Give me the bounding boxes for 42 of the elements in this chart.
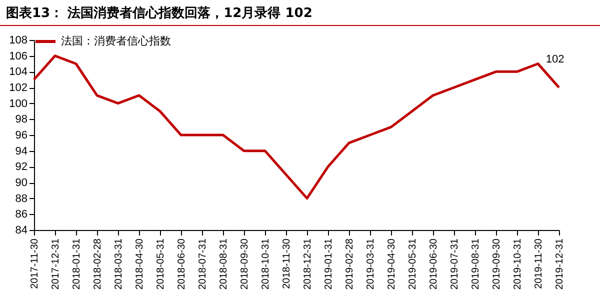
y-tick-label: 102 bbox=[9, 82, 28, 94]
x-tick-label: 2018-05-31 bbox=[156, 238, 166, 290]
x-tick-label: 2017-11-30 bbox=[30, 238, 40, 289]
x-tick-label: 2019-09-30 bbox=[492, 238, 502, 290]
x-tick-label: 2018-02-28 bbox=[92, 238, 104, 290]
x-tick-label: 2019-04-30 bbox=[386, 238, 398, 290]
y-tick-label: 92 bbox=[15, 161, 28, 174]
x-tick-label: 2019-03-31 bbox=[366, 238, 376, 290]
y-tick-label: 88 bbox=[15, 192, 28, 205]
y-tick-label: 98 bbox=[15, 114, 28, 126]
x-tick-label: 2019-08-31 bbox=[470, 238, 482, 290]
x-tick-label: 2018-08-31 bbox=[218, 238, 230, 290]
x-tick-label: 2018-11-30 bbox=[282, 238, 292, 289]
x-tick-label: 2018-06-30 bbox=[176, 238, 188, 290]
x-tick-label: 2018-01-31 bbox=[72, 238, 82, 290]
x-tick-label: 2019-07-31 bbox=[450, 238, 460, 290]
x-tick-label: 2018-12-31 bbox=[302, 238, 314, 290]
annotation: 102 bbox=[546, 54, 564, 66]
x-tick-label: 2018-10-31 bbox=[260, 238, 272, 290]
x-tick-label: 2017-12-31 bbox=[50, 238, 62, 290]
y-tick-label: 106 bbox=[9, 50, 28, 62]
x-tick-label: 2018-09-30 bbox=[240, 238, 250, 290]
x-tick-label: 2019-05-31 bbox=[408, 238, 418, 290]
y-tick-label: 100 bbox=[9, 98, 28, 110]
legend-label: 法国：消费者信心指数 bbox=[61, 34, 171, 48]
y-tick-label: 90 bbox=[15, 177, 28, 189]
y-tick-label: 84 bbox=[15, 224, 28, 236]
x-tick-label: 2019-11-30 bbox=[534, 238, 544, 289]
y-tick-label: 104 bbox=[9, 66, 28, 78]
x-tick-label: 2019-10-31 bbox=[512, 238, 524, 290]
x-tick-label: 2019-01-31 bbox=[324, 238, 334, 290]
y-tick-label: 86 bbox=[15, 208, 28, 221]
x-tick-label: 2019-12-31 bbox=[554, 238, 566, 290]
x-tick-label: 2019-06-30 bbox=[428, 238, 440, 290]
x-tick-label: 2018-07-31 bbox=[198, 238, 208, 290]
chart-title: 图表13： 法国消费者信心指数回落，12月录得 102 bbox=[0, 0, 600, 26]
x-tick-label: 2019-02-28 bbox=[344, 238, 356, 290]
x-tick-label: 2018-04-30 bbox=[134, 238, 146, 290]
y-tick-label: 96 bbox=[15, 130, 28, 142]
y-tick-label: 94 bbox=[15, 145, 28, 158]
x-tick-label: 2018-03-31 bbox=[114, 238, 124, 290]
y-tick-label: 108 bbox=[9, 34, 28, 46]
